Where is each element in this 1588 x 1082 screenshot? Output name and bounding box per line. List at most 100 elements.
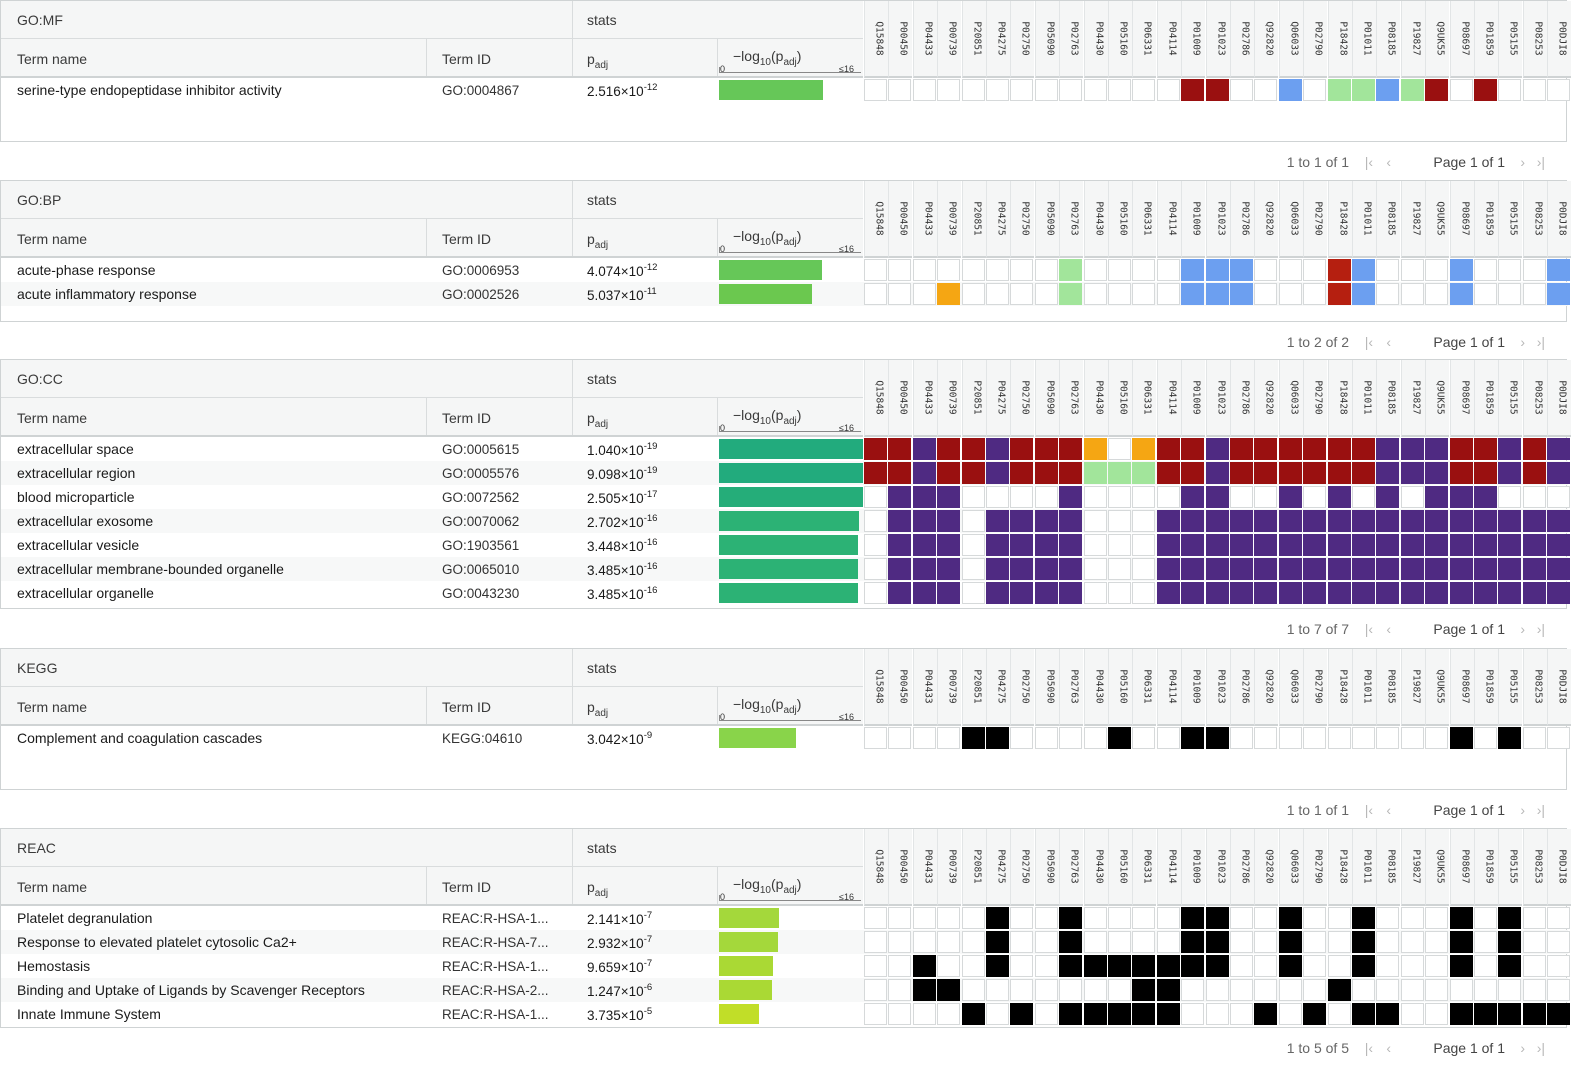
column-header-term-id[interactable]: Term ID — [442, 879, 491, 895]
last-page-icon[interactable]: ›| — [1536, 802, 1545, 818]
column-header-term-name[interactable]: Term name — [17, 410, 88, 426]
heatmap-cell[interactable] — [1327, 259, 1351, 281]
heatmap-cell[interactable] — [1474, 727, 1497, 749]
protein-column-header[interactable]: P01011 — [1352, 181, 1376, 258]
heatmap-cell[interactable] — [1230, 582, 1253, 604]
heatmap-cell[interactable] — [1327, 907, 1351, 929]
heatmap-cell[interactable] — [1205, 510, 1229, 532]
column-header-term-name[interactable]: Term name — [17, 231, 88, 247]
heatmap-cell[interactable] — [1498, 438, 1522, 460]
heatmap-cell[interactable] — [1376, 438, 1400, 460]
heatmap-cell[interactable] — [1303, 462, 1327, 484]
heatmap-cell[interactable] — [864, 534, 887, 556]
heatmap-cell[interactable] — [1181, 259, 1205, 281]
heatmap-cell[interactable] — [864, 727, 887, 749]
heatmap-cell[interactable] — [1034, 955, 1058, 977]
heatmap-cell[interactable] — [1352, 931, 1375, 953]
heatmap-cell[interactable] — [1059, 438, 1083, 460]
next-page-icon[interactable]: › — [1520, 621, 1525, 637]
heatmap-cell[interactable] — [1474, 558, 1497, 580]
protein-column-header[interactable]: P05160 — [1108, 829, 1132, 906]
heatmap-cell[interactable] — [1449, 1003, 1473, 1025]
protein-column-header[interactable]: P05090 — [1034, 649, 1059, 726]
heatmap-cell[interactable] — [1547, 1003, 1571, 1025]
protein-column-header[interactable]: P18428 — [1327, 360, 1352, 437]
heatmap-cell[interactable] — [864, 955, 887, 977]
protein-column-header[interactable]: P04114 — [1156, 181, 1181, 258]
heatmap-cell[interactable] — [1425, 582, 1449, 604]
protein-column-header[interactable]: Q06033 — [1278, 829, 1303, 906]
heatmap-cell[interactable] — [1303, 438, 1327, 460]
heatmap-cell[interactable] — [1498, 955, 1522, 977]
heatmap-cell[interactable] — [986, 259, 1009, 281]
protein-column-header[interactable]: P18428 — [1327, 181, 1352, 258]
heatmap-cell[interactable] — [1181, 486, 1205, 508]
heatmap-cell[interactable] — [1303, 534, 1327, 556]
heatmap-cell[interactable] — [888, 534, 912, 556]
heatmap-cell[interactable] — [1181, 462, 1205, 484]
heatmap-cell[interactable] — [1254, 931, 1278, 953]
heatmap-cell[interactable] — [1254, 907, 1278, 929]
heatmap-cell[interactable] — [1352, 727, 1375, 749]
heatmap-cell[interactable] — [1132, 283, 1156, 305]
heatmap-cell[interactable] — [1547, 534, 1571, 556]
heatmap-cell[interactable] — [1181, 283, 1205, 305]
term-name[interactable]: blood microparticle — [17, 489, 135, 505]
protein-column-header[interactable]: P08185 — [1376, 649, 1401, 726]
protein-column-header[interactable]: P02786 — [1230, 360, 1254, 437]
protein-column-header[interactable]: P00450 — [888, 649, 913, 726]
protein-column-header[interactable]: P02786 — [1230, 829, 1254, 906]
heatmap-cell[interactable] — [1230, 486, 1253, 508]
protein-column-header[interactable]: Q92820 — [1254, 649, 1279, 726]
heatmap-cell[interactable] — [1327, 462, 1351, 484]
heatmap-cell[interactable] — [1352, 438, 1375, 460]
heatmap-cell[interactable] — [1498, 486, 1522, 508]
heatmap-cell[interactable] — [1083, 534, 1107, 556]
protein-column-header[interactable]: P00739 — [937, 360, 962, 437]
heatmap-cell[interactable] — [1205, 979, 1229, 1001]
heatmap-cell[interactable] — [1498, 510, 1522, 532]
protein-column-header[interactable]: P04275 — [986, 829, 1010, 906]
heatmap-cell[interactable] — [912, 462, 936, 484]
protein-column-header[interactable]: P05160 — [1108, 649, 1132, 726]
protein-column-header[interactable]: P04114 — [1156, 829, 1181, 906]
heatmap-cell[interactable] — [1400, 558, 1424, 580]
heatmap-cell[interactable] — [1034, 438, 1058, 460]
heatmap-cell[interactable] — [1522, 907, 1546, 929]
heatmap-cell[interactable] — [1108, 534, 1131, 556]
heatmap-cell[interactable] — [1522, 79, 1546, 101]
term-id[interactable]: GO:0072562 — [442, 490, 520, 505]
heatmap-cell[interactable] — [961, 1003, 985, 1025]
heatmap-cell[interactable] — [937, 979, 961, 1001]
heatmap-cell[interactable] — [1352, 79, 1375, 101]
heatmap-cell[interactable] — [888, 558, 912, 580]
heatmap-cell[interactable] — [1400, 979, 1424, 1001]
heatmap-cell[interactable] — [912, 534, 936, 556]
heatmap-cell[interactable] — [1254, 486, 1278, 508]
protein-column-header[interactable]: P04430 — [1083, 360, 1108, 437]
heatmap-cell[interactable] — [1059, 259, 1083, 281]
heatmap-cell[interactable] — [1156, 462, 1180, 484]
heatmap-cell[interactable] — [1522, 283, 1546, 305]
heatmap-cell[interactable] — [961, 510, 985, 532]
heatmap-cell[interactable] — [937, 510, 961, 532]
protein-column-header[interactable]: Q15848 — [864, 181, 888, 258]
heatmap-cell[interactable] — [1400, 1003, 1424, 1025]
heatmap-cell[interactable] — [864, 510, 887, 532]
heatmap-cell[interactable] — [1327, 438, 1351, 460]
heatmap-cell[interactable] — [1498, 979, 1522, 1001]
protein-column-header[interactable]: P04430 — [1083, 829, 1108, 906]
heatmap-cell[interactable] — [1327, 979, 1351, 1001]
heatmap-cell[interactable] — [1034, 79, 1058, 101]
heatmap-cell[interactable] — [986, 486, 1009, 508]
heatmap-cell[interactable] — [1181, 582, 1205, 604]
heatmap-cell[interactable] — [1205, 955, 1229, 977]
protein-column-header[interactable]: P01011 — [1352, 649, 1376, 726]
heatmap-cell[interactable] — [1132, 79, 1156, 101]
protein-column-header[interactable]: P05160 — [1108, 360, 1132, 437]
protein-column-header[interactable]: P19827 — [1400, 1, 1425, 78]
protein-column-header[interactable]: Q9UK55 — [1425, 360, 1450, 437]
table-row[interactable]: Binding and Uptake of Ligands by Scaveng… — [1, 978, 1571, 1002]
heatmap-cell[interactable] — [1498, 259, 1522, 281]
heatmap-cell[interactable] — [1376, 1003, 1400, 1025]
